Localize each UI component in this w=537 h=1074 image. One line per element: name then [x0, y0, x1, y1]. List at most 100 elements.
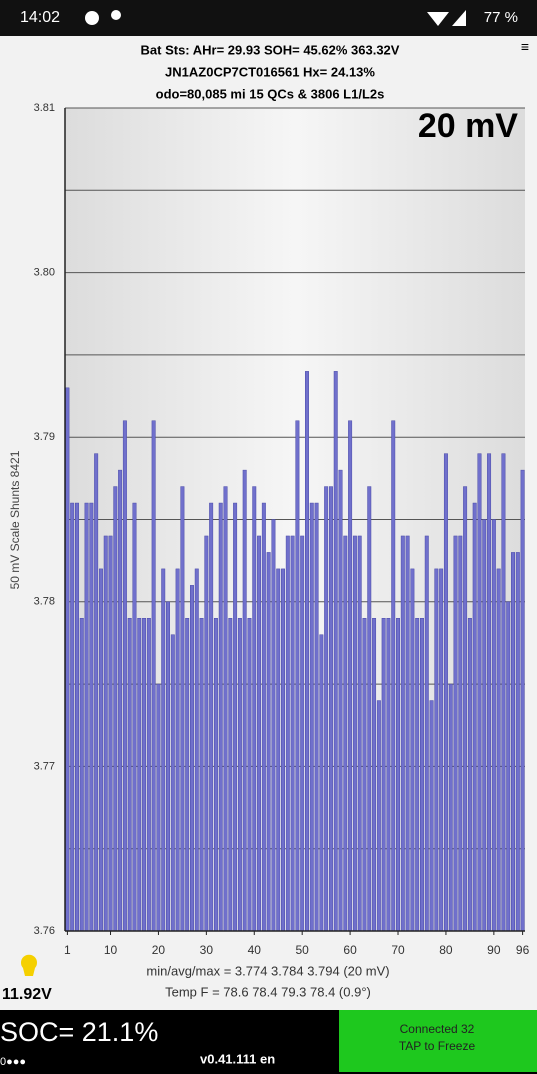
x-tick-label: 70: [391, 943, 405, 957]
bar: [367, 486, 372, 932]
bar: [309, 502, 314, 932]
x-tick-label: 80: [439, 943, 453, 957]
bar: [65, 387, 70, 932]
bar: [271, 519, 276, 932]
dots: 0●●●: [0, 1056, 26, 1068]
bar: [84, 502, 89, 932]
footer-line: min/avg/max = 3.774 3.784 3.794 (20 mV): [146, 963, 389, 978]
header-line: JN1AZ0CP7CT016561 Hx= 24.13%: [165, 64, 375, 79]
bar: [223, 486, 228, 932]
bar: [305, 371, 309, 932]
bar: [443, 453, 448, 932]
icon: [85, 11, 99, 25]
bar: [477, 453, 482, 932]
bar: [338, 469, 343, 932]
bar: [233, 502, 238, 932]
x-tick-label: 20: [152, 943, 166, 957]
bar: [352, 535, 357, 932]
bar: [185, 618, 190, 932]
bar: [434, 568, 439, 932]
battery: 77 %: [484, 9, 518, 26]
bar: [463, 486, 468, 932]
x-tick-label: 90: [487, 943, 501, 957]
y-tick-label: 3.79: [34, 431, 55, 443]
menu[interactable]: ≡: [521, 39, 529, 55]
bar: [487, 453, 492, 932]
bar: [70, 502, 75, 932]
bar: [190, 585, 194, 932]
x-tick-label: 1: [64, 943, 71, 957]
bar: [252, 486, 257, 932]
bar: [391, 420, 396, 932]
bar: [386, 618, 391, 932]
bar: [175, 568, 180, 932]
aux-voltage: 11.92V: [2, 986, 52, 1003]
bar: [405, 535, 410, 932]
bar: [501, 453, 506, 932]
y-tick-label: 3.81: [34, 102, 55, 114]
bar: [242, 469, 247, 932]
bar: [79, 618, 84, 932]
bar: [247, 618, 252, 932]
button-text[interactable]: Connected 32: [400, 1022, 475, 1036]
bar: [146, 618, 151, 932]
bar: [228, 618, 233, 932]
bar: [491, 519, 496, 932]
x-tick-label: 50: [296, 943, 310, 957]
bar: [324, 486, 329, 932]
bar: [314, 502, 319, 932]
signal-icon: [452, 10, 466, 26]
bar: [108, 535, 113, 932]
bar: [496, 568, 501, 932]
bar: [285, 535, 290, 932]
y-tick-label: 3.77: [34, 760, 55, 772]
bar: [98, 568, 103, 932]
freeze-button[interactable]: [339, 1010, 537, 1072]
bar: [376, 700, 381, 932]
wifi-icon: [427, 12, 449, 26]
bar: [328, 486, 333, 932]
bar: [467, 618, 472, 932]
bar: [410, 568, 415, 932]
bar: [511, 552, 515, 932]
bar: [372, 618, 377, 932]
bar: [295, 420, 300, 932]
bar: [204, 535, 209, 932]
x-tick-label: 40: [248, 943, 262, 957]
bar: [472, 502, 477, 932]
bar: [137, 618, 142, 932]
x-tick-label: 60: [343, 943, 357, 957]
bar: [482, 519, 487, 932]
bar: [75, 502, 79, 932]
time: 14:02: [20, 9, 60, 26]
bar: [453, 535, 458, 932]
status-bar: [0, 0, 537, 36]
footer-line: Temp F = 78.6 78.4 79.3 78.4 (0.9°): [165, 984, 371, 999]
bar: [257, 535, 262, 932]
bar: [276, 568, 281, 932]
header-line: Bat Sts: AHr= 29.93 SOH= 45.62% 363.32V: [141, 42, 400, 57]
bar: [209, 502, 214, 932]
bar: [161, 568, 166, 932]
annotation: 20 mV: [418, 107, 518, 145]
bar: [381, 618, 386, 932]
icon: [111, 10, 121, 20]
bar: [396, 618, 400, 932]
y-tick-label: 3.80: [34, 267, 55, 279]
bar: [122, 420, 127, 932]
bar: [290, 535, 295, 932]
bar: [348, 420, 353, 932]
y-axis-label: 50 mV Scale Shunts 8421: [8, 450, 22, 589]
x-tick-label: 10: [104, 943, 118, 957]
bar: [515, 552, 520, 932]
bar: [281, 568, 285, 932]
bar: [194, 568, 199, 932]
bar: [429, 700, 434, 932]
bar: [199, 618, 204, 932]
bar: [439, 568, 444, 932]
header-line: odo=80,085 mi 15 QCs & 3806 L1/L2s: [156, 86, 385, 101]
bar: [424, 535, 429, 932]
bar: [151, 420, 156, 932]
button-text[interactable]: TAP to Freeze: [399, 1039, 476, 1053]
